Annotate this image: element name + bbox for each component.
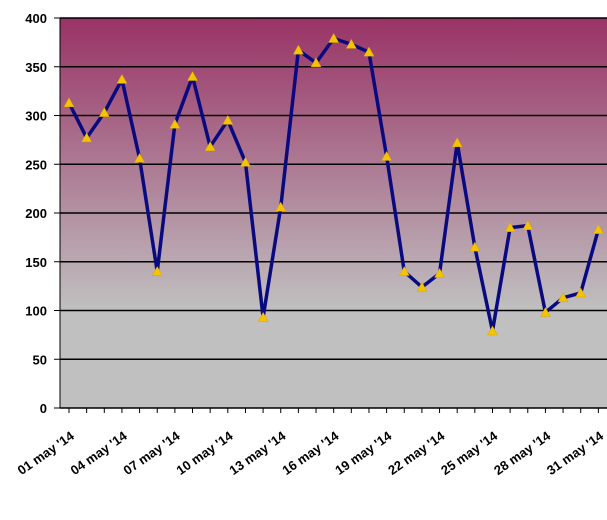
y-tick-label: 150 — [25, 255, 47, 270]
gridlines — [60, 17, 607, 409]
data-point-marker — [451, 137, 463, 148]
data-point-marker — [487, 325, 498, 336]
data-point-marker — [204, 141, 216, 151]
x-tick-label: 19 may '14 — [332, 428, 395, 478]
x-tick-label: 31 may '14 — [544, 428, 607, 478]
data-point-marker — [416, 281, 428, 292]
x-tick-label: 13 may '14 — [226, 428, 289, 478]
data-point-marker — [98, 107, 110, 117]
data-point-marker — [240, 156, 251, 167]
data-point-marker — [522, 220, 534, 230]
x-tick-label: 04 may '14 — [68, 428, 131, 478]
data-point-marker — [575, 287, 587, 298]
y-axis: 0 50 100 150 200 250 300 350 400 — [25, 11, 61, 416]
data-point-marker — [257, 311, 269, 322]
data-point-marker — [151, 265, 163, 276]
y-tick-label: 50 — [33, 352, 47, 367]
y-tick-label: 0 — [40, 401, 47, 416]
data-point-marker — [345, 38, 357, 49]
data-point-marker — [187, 70, 198, 81]
data-point-marker — [363, 46, 375, 57]
data-point-marker — [592, 224, 604, 234]
data-point-marker — [381, 150, 393, 161]
x-tick-label: 01 may '14 — [15, 428, 78, 478]
x-tick-label: 25 may '14 — [438, 428, 501, 478]
x-tick-label: 28 may '14 — [491, 428, 554, 478]
data-point-marker — [539, 306, 551, 317]
y-tick-label: 200 — [25, 206, 47, 221]
data-point-marker — [310, 57, 322, 68]
data-point-marker — [504, 222, 516, 232]
y-tick-label: 350 — [25, 60, 47, 75]
y-tick-label: 100 — [25, 304, 47, 319]
data-point-marker — [434, 267, 445, 278]
data-point-marker — [398, 265, 410, 276]
y-tick-label: 400 — [25, 11, 47, 26]
x-tick-label: 10 may '14 — [173, 428, 236, 478]
data-point-marker — [63, 97, 75, 108]
data-point-marker — [116, 73, 128, 84]
data-point-marker — [81, 132, 93, 143]
data-point-marker — [292, 44, 304, 55]
data-point-marker — [557, 292, 569, 303]
data-point-marker — [134, 152, 146, 163]
data-point-marker — [469, 241, 481, 252]
data-point-marker — [169, 118, 181, 129]
x-tick-label: 16 may '14 — [279, 428, 342, 478]
x-tick-label: 22 may '14 — [385, 428, 448, 478]
data-point-marker — [328, 32, 340, 43]
y-tick-label: 300 — [25, 109, 47, 124]
y-tick-label: 250 — [25, 157, 47, 172]
data-point-marker — [222, 114, 234, 125]
series-markers — [63, 32, 604, 336]
data-point-marker — [275, 201, 287, 212]
x-tick-label: 07 may '14 — [121, 428, 184, 478]
